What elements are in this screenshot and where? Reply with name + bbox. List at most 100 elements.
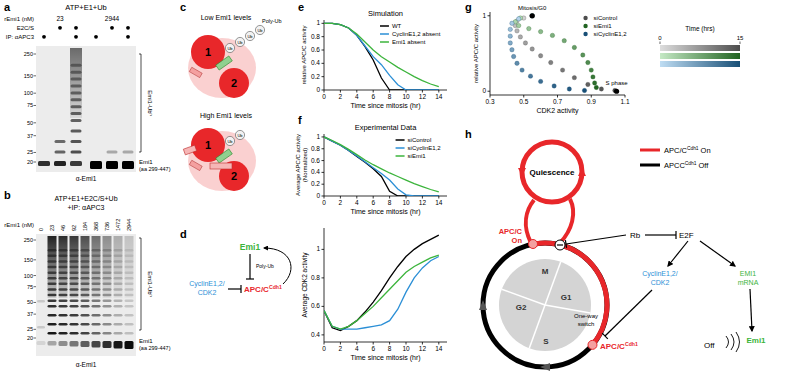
smear: [81, 236, 90, 298]
colorbar: [660, 53, 740, 59]
ub-label: Emi1-Ubn: [147, 90, 154, 116]
plot-area: [324, 235, 439, 330]
x-tick-label: 2: [339, 93, 343, 100]
legend-label: WT: [392, 23, 402, 29]
marker-label: 20: [27, 335, 33, 341]
row-label: E2C/S: [17, 25, 34, 31]
rb-label: Rb: [630, 231, 641, 240]
band: [81, 305, 90, 308]
cyclin-label: CyclinE1,2/: [642, 270, 677, 278]
panel-label: g: [465, 1, 472, 13]
cycle-arrowhead: [518, 168, 526, 176]
superscript: Cdh1: [269, 284, 282, 290]
ub: [235, 37, 244, 46]
band: [81, 332, 90, 335]
band: [70, 314, 79, 317]
phase-divider: [545, 305, 590, 313]
band: [103, 332, 112, 335]
panel-label: d: [180, 228, 187, 240]
legend-label: APC/CCdh1On: [664, 146, 711, 155]
band: [92, 314, 101, 317]
band: [59, 314, 68, 317]
lane-dot: [42, 35, 46, 39]
lane-dot: [58, 26, 62, 30]
off-label: Off: [704, 341, 715, 350]
point: [508, 27, 512, 31]
point: [515, 61, 519, 65]
x-tick-label: 0: [322, 93, 326, 100]
band: [114, 323, 123, 326]
band: [103, 299, 112, 302]
band: [70, 299, 79, 302]
switch-label: One-way: [574, 313, 598, 319]
legend-label: siControl: [408, 137, 432, 143]
x-tick-label: 2: [339, 199, 343, 206]
text-part: APCC: [664, 161, 685, 170]
superscript: n: [149, 114, 154, 116]
band: [103, 305, 112, 308]
ub: [245, 31, 254, 40]
marker-label: 250: [24, 237, 33, 243]
arrow: [700, 241, 735, 266]
marker-label: 37: [27, 311, 33, 317]
band: [125, 299, 134, 302]
poly-ub-label: Poly-Ub: [256, 263, 274, 269]
y-axis: [324, 20, 325, 90]
x-tick-label: 2: [339, 345, 343, 352]
band: [37, 326, 45, 329]
y-tick-label: 0: [316, 192, 320, 199]
superscript: n: [149, 295, 154, 297]
lane-dot: [74, 35, 78, 39]
band: [103, 341, 112, 348]
x-tick-label: 8: [388, 93, 392, 100]
legend-line: [380, 33, 389, 35]
smear: [114, 236, 123, 298]
band: [125, 332, 134, 335]
legend: siControlsiCyclinE1,2siEmi1: [396, 137, 442, 159]
inhibition-bar: [675, 231, 676, 239]
y-tick-label: 0.8: [311, 274, 320, 281]
inhibition-wave: [736, 332, 740, 352]
legend-label: siCyclinE1,2: [594, 31, 628, 37]
band: [59, 341, 68, 346]
text-part: Off: [698, 161, 709, 170]
legend-line: [640, 149, 660, 152]
legend-marker: [583, 16, 587, 20]
x-axis-label: CDK2 activity: [536, 107, 579, 115]
point: [523, 41, 527, 45]
series-line: [324, 255, 439, 329]
marker-tick: [34, 54, 37, 55]
y-tick-label: 0: [482, 87, 486, 94]
point: [530, 47, 534, 51]
phase-label: M: [542, 267, 549, 276]
phase-label: S: [543, 337, 549, 346]
row-label: IP: αAPC3: [6, 34, 35, 40]
legend-label: APCCCdh1Off: [664, 161, 709, 170]
lane-dot: [126, 26, 130, 30]
band: [125, 305, 134, 308]
apc-on-label: On: [512, 236, 523, 245]
point: [586, 82, 590, 86]
band: [70, 305, 79, 308]
y-tick: [322, 90, 325, 91]
point: [527, 26, 531, 30]
point: [582, 88, 586, 92]
y-tick-label: 0.6: [311, 157, 320, 164]
quiescence-label: Quiescence: [530, 168, 575, 177]
poly-ub-label: Poly-Ub: [262, 18, 282, 24]
band: [59, 299, 68, 302]
band: [103, 314, 112, 317]
inhibition-line: [228, 288, 241, 289]
legend-line: [396, 139, 405, 141]
colorbar-tick: [740, 42, 741, 45]
band: [92, 299, 101, 302]
point: [586, 60, 590, 64]
marker-label: 75: [27, 284, 33, 290]
concentration-label: 92: [71, 225, 77, 231]
marker-tick: [34, 314, 37, 315]
legend-label: siEmi1: [594, 23, 613, 29]
band-sublabel: (aa 299-447): [139, 345, 171, 351]
concentration-label: 23: [49, 225, 55, 231]
legend-label: Emi1 absent: [392, 39, 426, 45]
text-part: Emi1-Ub: [147, 271, 153, 295]
